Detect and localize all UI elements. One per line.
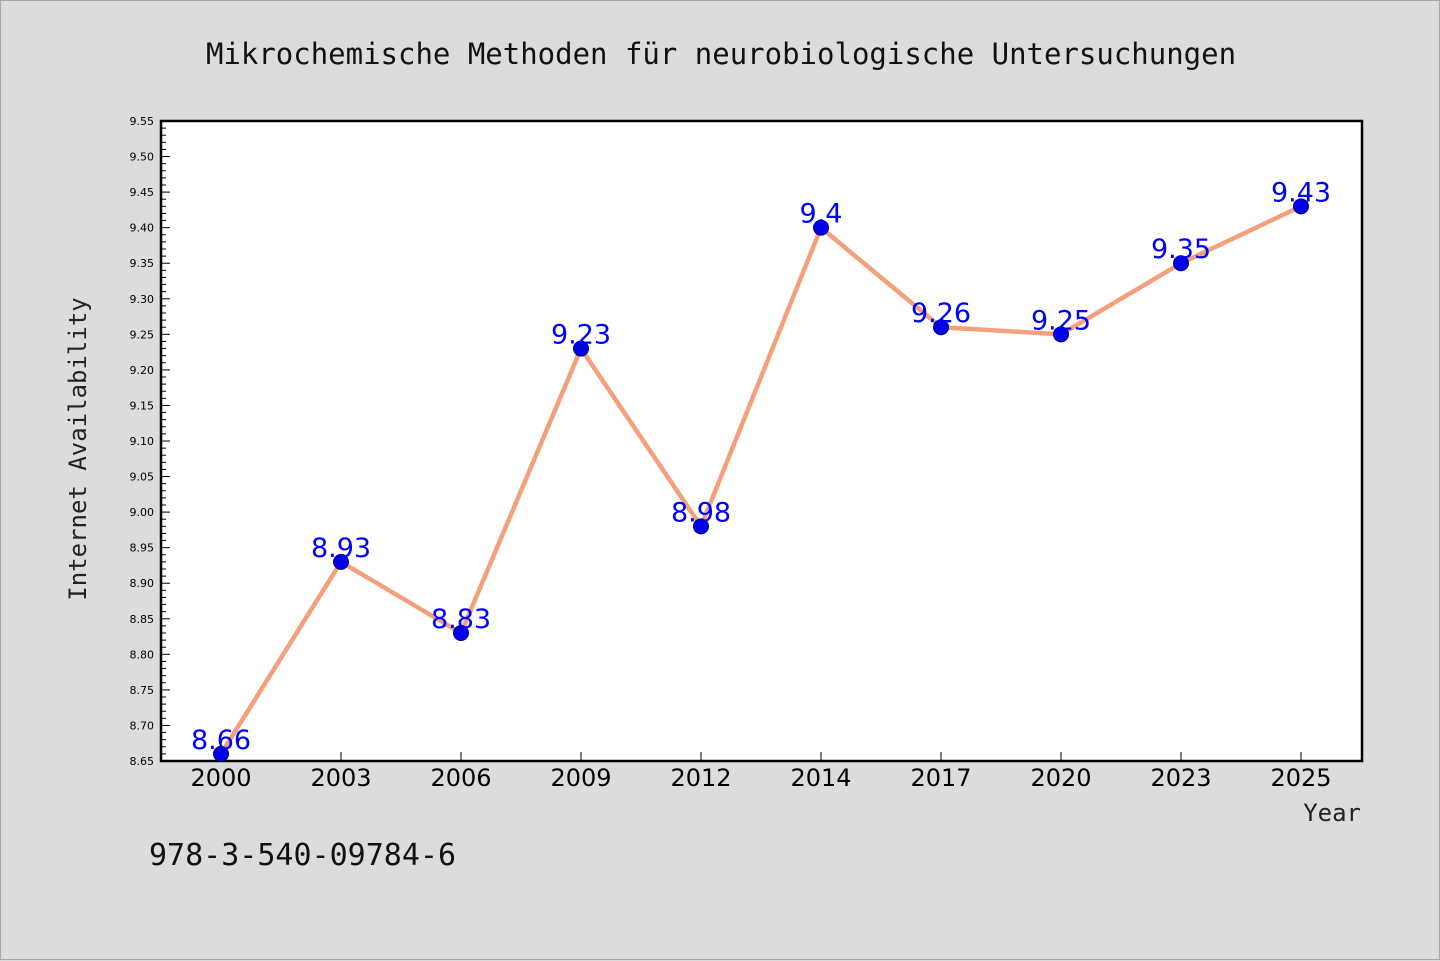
data-point [1173, 255, 1189, 272]
x-tick-label: 2023 [1150, 764, 1211, 792]
data-point [1293, 198, 1309, 215]
data-point [453, 625, 469, 641]
y-tick-label: 9.50 [130, 151, 155, 164]
series-line [218, 204, 1304, 757]
y-axis-label: Internet Availability [64, 297, 92, 600]
data-label: 9.23 [551, 320, 611, 351]
data-label: 9.25 [1031, 305, 1091, 336]
data-point [813, 219, 829, 236]
chart-title: Mikrochemische Methoden für neurobiologi… [206, 37, 1236, 71]
y-tick-label: 9.35 [130, 257, 155, 270]
y-tick-label: 8.80 [130, 648, 155, 661]
y-tick-label: 9.15 [130, 399, 155, 412]
x-tick-label: 2012 [670, 764, 731, 792]
data-point [933, 319, 949, 336]
y-tick-label: 9.25 [130, 328, 155, 341]
x-axis-label: Year [1303, 799, 1361, 827]
x-tick-label: 2020 [1030, 764, 1091, 792]
y-tick-label: 8.75 [130, 684, 155, 697]
y-tick-label: 9.05 [130, 471, 155, 484]
y-tick-label: 8.70 [130, 719, 155, 732]
y-tick-label: 9.30 [130, 293, 155, 306]
y-tick-label: 9.40 [130, 222, 155, 235]
data-label: 9.35 [1151, 234, 1211, 265]
footer-isbn: 978-3-540-09784-6 [149, 838, 456, 873]
y-tick-label: 8.95 [130, 542, 155, 555]
x-tick-label: 2025 [1270, 764, 1331, 792]
y-tick-label: 8.65 [130, 755, 155, 768]
data-point [213, 745, 229, 762]
y-tick-label: 9.10 [130, 435, 155, 448]
data-point [693, 518, 709, 535]
x-tick-label: 2003 [310, 764, 371, 792]
y-tick-label: 9.20 [130, 364, 155, 377]
data-label: 8.66 [191, 725, 251, 756]
data-point [333, 553, 349, 570]
x-tick-label: 2009 [550, 764, 611, 792]
data-markers [213, 198, 1309, 762]
series-line-group [218, 204, 1304, 757]
y-tick-label: 9.55 [130, 115, 155, 128]
data-label: 9.43 [1271, 177, 1331, 208]
y-tick-label: 8.90 [130, 577, 155, 590]
data-label: 9.26 [911, 298, 971, 329]
data-label: 9.4 [800, 199, 843, 230]
data-point [1053, 326, 1069, 343]
x-axis: 2000 2003 2006 2009 2012 2014 2017 2020 2023 2025 [190, 752, 1332, 792]
x-tick-label: 2006 [430, 764, 491, 792]
data-point [573, 340, 589, 357]
y-axis: 8.65 8.70 8.75 8.80 8.85 8.90 8.95 9.00 9.05 9.10… [130, 115, 170, 768]
data-label: 8.83 [431, 604, 491, 635]
x-tick-label: 2000 [190, 764, 251, 792]
data-label: 8.98 [671, 497, 731, 528]
plot-area [159, 119, 1364, 763]
y-tick-label: 8.85 [130, 613, 155, 626]
x-tick-label: 2017 [910, 764, 971, 792]
x-tick-label: 2014 [790, 764, 851, 792]
data-label: 8.93 [311, 533, 371, 564]
y-tick-label: 9.00 [130, 506, 155, 519]
y-tick-label: 9.45 [130, 186, 155, 199]
data-labels: 8.66 8.93 8.83 9.23 8.98 9.4 9.26 9.25 9.35 9.43 [191, 177, 1331, 756]
